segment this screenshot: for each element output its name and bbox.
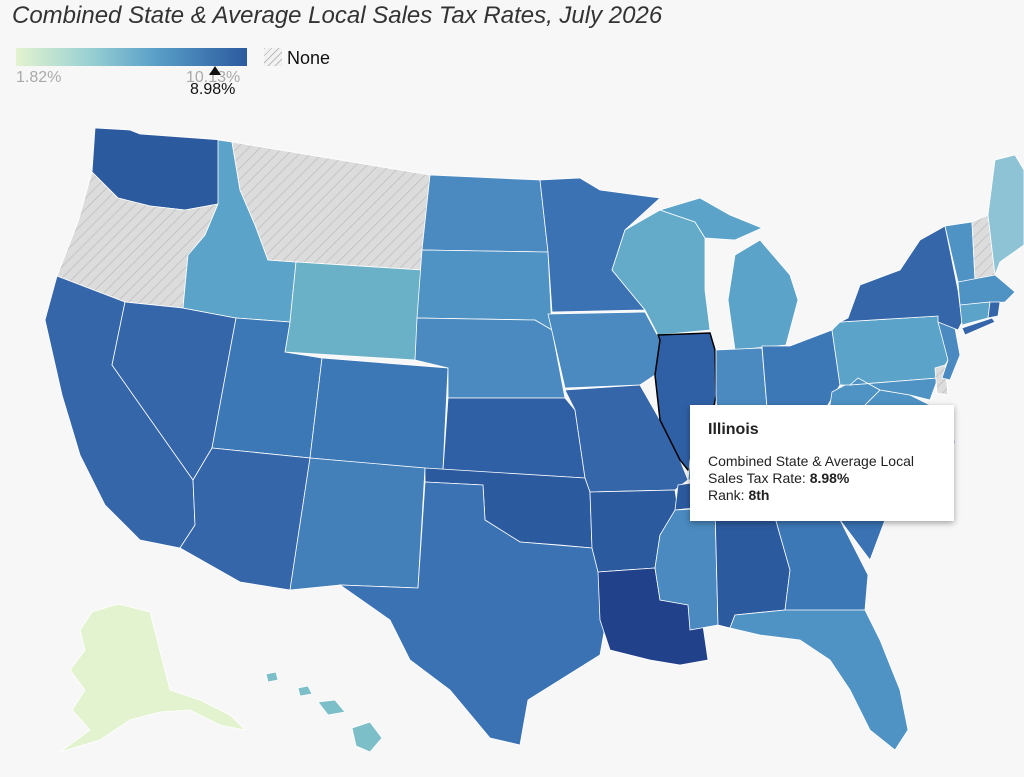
legend-color-scale xyxy=(16,48,247,66)
legend-none-label: None xyxy=(287,48,331,68)
tooltip-rate-label-2: Sales Tax Rate: xyxy=(708,470,806,486)
legend-none-swatch xyxy=(264,48,282,66)
state-rhode-island[interactable] xyxy=(987,301,1001,319)
legend-max-label: 10.13% xyxy=(186,69,241,86)
state-massachusetts[interactable] xyxy=(957,274,1016,306)
tooltip-rate-value: 8.98% xyxy=(809,470,850,486)
state-north-dakota[interactable] xyxy=(421,174,549,253)
state-texas[interactable] xyxy=(338,481,609,746)
state-mississippi[interactable] xyxy=(654,507,719,631)
state-wyoming[interactable] xyxy=(284,261,423,361)
state-kansas[interactable] xyxy=(442,397,586,479)
state-michigan[interactable] xyxy=(727,239,799,351)
legend: 1.82% 10.13% 8.98% None xyxy=(16,48,356,100)
state-long-island[interactable] xyxy=(961,317,996,336)
state-alaska[interactable] xyxy=(59,603,247,753)
tooltip-rank-value: 8th xyxy=(748,487,770,503)
state-maine[interactable] xyxy=(987,154,1024,276)
state-florida[interactable] xyxy=(729,609,909,751)
state-hawaii-kauai[interactable] xyxy=(265,671,279,683)
state-hawaii-oahu[interactable] xyxy=(297,685,313,697)
state-pennsylvania[interactable] xyxy=(831,315,949,386)
tooltip-rate-row: Sales Tax Rate: 8.98% xyxy=(708,470,936,487)
map-title: Combined State & Average Local Sales Tax… xyxy=(12,2,663,29)
tooltip-rate-label: Combined State & Average Local xyxy=(708,453,914,469)
legend-marker-label: 8.98% xyxy=(190,81,236,98)
state-iowa[interactable] xyxy=(547,311,661,389)
state-new-mexico[interactable] xyxy=(289,457,426,591)
state-new-york[interactable] xyxy=(839,225,963,331)
tooltip-rank-row: Rank: 8th xyxy=(708,487,936,504)
tooltip-state-name: Illinois xyxy=(708,421,759,438)
state-hawaii-maui[interactable] xyxy=(317,699,346,716)
state-arizona[interactable] xyxy=(179,447,311,591)
tooltip-rank-label: Rank: xyxy=(708,487,745,503)
state-tooltip: Illinois Combined State & Average Local … xyxy=(690,405,954,521)
state-hawaii[interactable] xyxy=(351,721,383,753)
legend-min-label: 1.82% xyxy=(16,69,62,86)
state-michigan-up[interactable] xyxy=(658,197,764,241)
legend-marker-icon xyxy=(209,66,221,75)
state-colorado[interactable] xyxy=(309,357,449,471)
